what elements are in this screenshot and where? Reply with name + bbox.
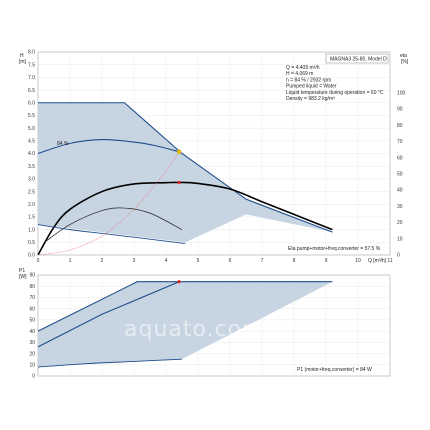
y-tick-label: 4.5 [28, 139, 35, 145]
head-chart-panel: 0 1 2 3 4 5 6 7 8 9 10 11 0.0 0.5 1.0 1.5 2.0 2.5 3.0 3.5 4… [19, 50, 409, 264]
operating-info-block: Q = 4.409 m³/hH = 4.069 mn = 84 % / 2932… [286, 65, 384, 102]
power-chart-panel: 0 10 20 30 40 50 60 70 80 90 P1 [W] P1 (motor+fre… [19, 268, 391, 380]
y2-axis-unit: [%] [401, 59, 409, 65]
info-line: Pumped liquid = Water [286, 84, 337, 90]
curve-max-power [37, 281, 333, 332]
x-axis-label: Q [m³/h] [368, 258, 387, 264]
y2-tick-label: 50 [397, 172, 403, 178]
speed-curve-label: 84 % [57, 141, 69, 147]
y2-tick-label: 20 [397, 220, 403, 226]
model-title-box [325, 53, 389, 64]
x-tick-label: 0 [37, 258, 40, 264]
power-point-marker [177, 280, 181, 284]
p1-axis-unit: [W] [19, 274, 27, 280]
eta-point-marker [177, 180, 181, 185]
curve-power-84 [37, 281, 180, 348]
power-operating-region [38, 281, 333, 368]
y-tick-label: 0.0 [28, 253, 35, 259]
y2-axis-label: eta [400, 53, 407, 59]
y-tick-label: 0.5 [28, 240, 35, 246]
info-line: H = 4.069 m [286, 71, 313, 77]
y-tick-label: 7.5 [28, 62, 35, 68]
y-tick-label: 2.0 [28, 202, 35, 208]
y-tick-label: 4.0 [28, 151, 35, 157]
y-tick-label: 3.5 [28, 164, 35, 170]
y-tick-label: 5.0 [28, 126, 35, 132]
p1-tick-label: 40 [29, 329, 35, 335]
curve-part-load-efficiency [44, 207, 183, 243]
x-tick-label: 6 [229, 258, 232, 264]
x-tick-label: 2 [101, 258, 104, 264]
y2-tick-label: 100 [397, 90, 406, 96]
x-tick-label: 7 [261, 258, 264, 264]
watermark: aquato.com.ua [124, 317, 302, 342]
y-tick-label: 5.5 [28, 113, 35, 119]
y-tick-label: 7.0 [28, 75, 35, 81]
y-tick-label: 1.0 [28, 227, 35, 233]
x-tick-label: 11 [387, 258, 392, 264]
y-tick-label: 1.5 [28, 215, 35, 221]
x-tick-label: 9 [325, 258, 328, 264]
p1-tick-label: 50 [29, 318, 35, 324]
y-tick-label: 3.0 [28, 177, 35, 183]
y-axis-unit: [m] [19, 59, 27, 65]
info-line: Density = 983.2 kg/m³ [286, 96, 335, 102]
duty-point-marker [176, 149, 182, 154]
y2-tick-label: 60 [397, 155, 403, 161]
y-tick-label: 6.5 [28, 88, 35, 94]
info-line: n = 84 % / 2932 rpm [286, 77, 331, 83]
p1-axis-label: P1 [19, 268, 25, 274]
curve-speed-84 [37, 138, 180, 155]
x-tick-label: 4 [165, 258, 168, 264]
p1-tick-label: 80 [29, 284, 35, 290]
x-tick-label: 8 [293, 258, 296, 264]
y2-tick-label: 0 [397, 253, 400, 259]
model-title: MAGNA3 25-80, Model D [330, 57, 387, 63]
y2-tick-label: 40 [397, 188, 403, 194]
y2-tick-label: 70 [397, 139, 403, 145]
curve-min-speed [37, 224, 186, 245]
y2-tick-label: 80 [397, 123, 403, 129]
p1-tick-label: 10 [29, 362, 35, 368]
y-tick-label: 8.0 [28, 50, 35, 56]
p1-label: P1 (motor+freq.converter) = 84 W [297, 367, 372, 373]
x-tick-label: 1 [69, 258, 72, 264]
y-axis-label: H [20, 53, 24, 59]
p1-tick-label: 30 [29, 340, 35, 346]
info-line: Q = 4.409 m³/h [286, 65, 320, 71]
y2-tick-label: 10 [397, 236, 403, 242]
y2-tick-label: 30 [397, 204, 403, 210]
operating-region [38, 102, 333, 243]
x-tick-label: 3 [133, 258, 136, 264]
info-line: Liquid temperature during operation = 60… [286, 90, 384, 96]
x-tick-label: 5 [197, 258, 200, 264]
p1-tick-label: 60 [29, 306, 35, 312]
p1-tick-label: 0 [32, 374, 35, 380]
y-tick-label: 2.5 [28, 189, 35, 195]
x-tick-label: 10 [355, 258, 361, 264]
y-tick-label: 6.0 [28, 100, 35, 106]
p1-tick-label: 70 [29, 295, 35, 301]
p1-tick-label: 20 [29, 351, 35, 357]
curve-min-power [37, 358, 183, 368]
y2-tick-label: 90 [397, 107, 403, 113]
p1-tick-label: 90 [29, 273, 35, 279]
curve-max-speed-outline [38, 102, 333, 233]
eta-label: Eta pump+motor+freq.converter = 57.5 % [288, 246, 381, 252]
curve-efficiency [37, 181, 333, 256]
